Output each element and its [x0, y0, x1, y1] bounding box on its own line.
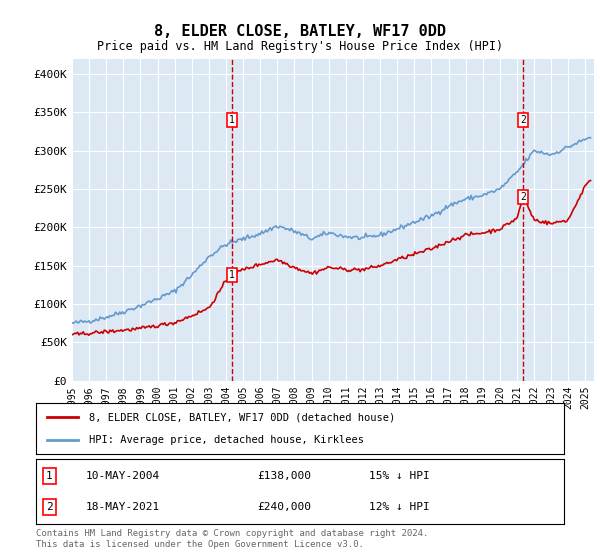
Text: £240,000: £240,000: [258, 502, 312, 512]
Text: 2: 2: [520, 192, 526, 202]
Text: HPI: Average price, detached house, Kirklees: HPI: Average price, detached house, Kirk…: [89, 436, 364, 446]
Text: 8, ELDER CLOSE, BATLEY, WF17 0DD (detached house): 8, ELDER CLOSE, BATLEY, WF17 0DD (detach…: [89, 412, 395, 422]
Text: 10-MAY-2004: 10-MAY-2004: [86, 471, 160, 481]
Text: Price paid vs. HM Land Registry's House Price Index (HPI): Price paid vs. HM Land Registry's House …: [97, 40, 503, 53]
Text: Contains HM Land Registry data © Crown copyright and database right 2024.
This d: Contains HM Land Registry data © Crown c…: [36, 529, 428, 549]
Text: 15% ↓ HPI: 15% ↓ HPI: [368, 471, 430, 481]
Text: 2: 2: [46, 502, 53, 512]
Text: 2: 2: [520, 115, 526, 125]
Text: 18-MAY-2021: 18-MAY-2021: [86, 502, 160, 512]
Text: 1: 1: [229, 115, 235, 125]
Text: 12% ↓ HPI: 12% ↓ HPI: [368, 502, 430, 512]
Text: 8, ELDER CLOSE, BATLEY, WF17 0DD: 8, ELDER CLOSE, BATLEY, WF17 0DD: [154, 24, 446, 39]
Text: 1: 1: [229, 270, 235, 280]
Text: £138,000: £138,000: [258, 471, 312, 481]
Text: 1: 1: [46, 471, 53, 481]
